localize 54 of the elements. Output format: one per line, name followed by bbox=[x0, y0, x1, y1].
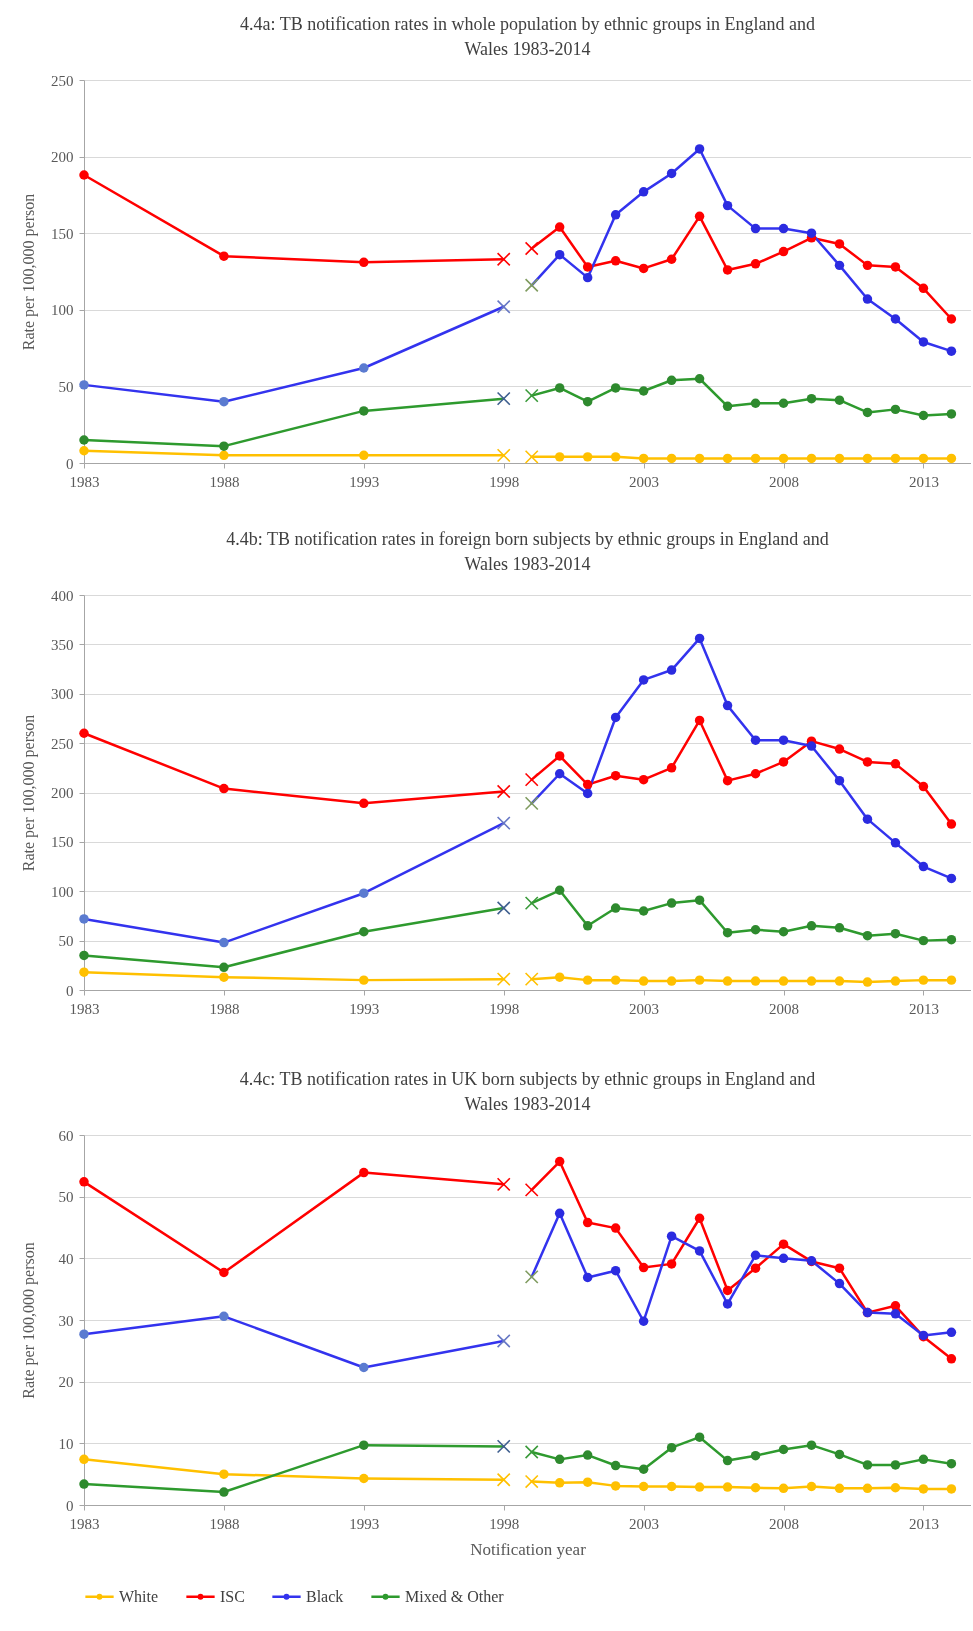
x-tick-label: 1993 bbox=[349, 473, 380, 490]
y-tick-label: 150 bbox=[51, 225, 74, 242]
y-tick-label: 10 bbox=[58, 1435, 74, 1452]
y-tick-label: 20 bbox=[58, 1374, 74, 1391]
x-tick-label: 1998 bbox=[489, 1000, 520, 1017]
y-tick-label: 100 bbox=[51, 302, 74, 319]
y-tick-label: 150 bbox=[51, 834, 74, 851]
y-tick-label: 400 bbox=[51, 587, 74, 604]
chart-title: 4.4a: TB notification rates in whole population by ethnic groups in England and Wales 1983-2014 bbox=[239, 14, 816, 59]
y-tick-label: 60 bbox=[58, 1127, 74, 1144]
x-tick-label: 1983 bbox=[69, 1000, 100, 1017]
y-tick-label: 100 bbox=[51, 883, 74, 900]
legend-label: ISC bbox=[220, 1587, 245, 1605]
x-tick-label: 1988 bbox=[209, 1000, 240, 1017]
y-tick-label: 250 bbox=[51, 735, 74, 752]
y-tick-label: 0 bbox=[66, 982, 74, 999]
y-tick-label: 30 bbox=[58, 1312, 74, 1329]
chart-title: 4.4b: TB notification rates in foreign born subjects by ethnic groups in England and Wales 1983-2014 bbox=[226, 529, 829, 574]
x-tick-label: 1993 bbox=[349, 1000, 380, 1017]
y-tick-label: 50 bbox=[58, 378, 74, 395]
y-tick-label: 50 bbox=[58, 933, 74, 950]
y-axis-title: Rate per 100,000 person bbox=[19, 714, 38, 872]
x-tick-label: 2013 bbox=[908, 1515, 939, 1532]
legend-label: Black bbox=[306, 1587, 344, 1605]
y-tick-label: 0 bbox=[66, 1497, 74, 1514]
y-tick-label: 300 bbox=[51, 686, 74, 703]
x-tick-label: 1998 bbox=[489, 473, 520, 490]
y-tick-label: 250 bbox=[51, 72, 74, 89]
x-tick-label: 2003 bbox=[629, 473, 660, 490]
x-tick-label: 2008 bbox=[769, 1515, 800, 1532]
y-tick-label: 50 bbox=[58, 1189, 74, 1206]
y-axis-title: Rate per 100,000 person bbox=[19, 193, 38, 351]
x-axis-title: Notification year bbox=[470, 1539, 587, 1559]
x-tick-label: 2013 bbox=[908, 473, 939, 490]
chart-title: 4.4c: TB notification rates in UK born subjects by ethnic groups in England and Wales 1983-2014 bbox=[239, 1069, 816, 1114]
y-tick-label: 0 bbox=[66, 455, 74, 472]
legend-label: White bbox=[119, 1587, 159, 1605]
x-tick-label: 2003 bbox=[629, 1515, 660, 1532]
x-tick-label: 1988 bbox=[209, 473, 240, 490]
y-tick-label: 40 bbox=[58, 1250, 74, 1267]
x-tick-label: 2003 bbox=[629, 1000, 660, 1017]
legend-label: Mixed & Other bbox=[405, 1587, 505, 1605]
y-tick-label: 200 bbox=[51, 785, 74, 801]
x-tick-label: 2013 bbox=[908, 1000, 939, 1017]
y-tick-label: 200 bbox=[51, 149, 74, 166]
x-tick-label: 2008 bbox=[769, 473, 800, 490]
x-tick-label: 1993 bbox=[349, 1515, 380, 1532]
x-tick-label: 1998 bbox=[489, 1515, 520, 1532]
x-tick-label: 1983 bbox=[69, 473, 100, 490]
x-tick-label: 1983 bbox=[69, 1515, 100, 1532]
y-tick-label: 350 bbox=[51, 636, 74, 653]
y-axis-title: Rate per 100,000 person bbox=[19, 1242, 38, 1399]
x-tick-label: 1988 bbox=[209, 1515, 240, 1532]
x-tick-label: 2008 bbox=[769, 1000, 800, 1017]
